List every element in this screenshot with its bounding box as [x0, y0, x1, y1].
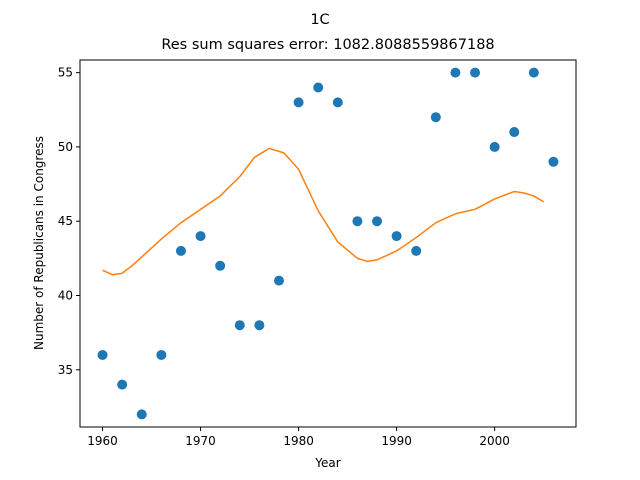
figure-title: 1C	[310, 12, 329, 28]
data-point	[136, 409, 147, 420]
y-tick-label: 45	[58, 214, 73, 228]
fit-line	[102, 147, 545, 276]
data-point	[332, 97, 343, 108]
data-point	[509, 127, 520, 138]
data-point	[430, 112, 441, 123]
data-point	[234, 320, 245, 331]
data-point	[273, 275, 284, 286]
data-point	[528, 67, 539, 78]
data-point	[391, 231, 402, 242]
data-point	[450, 67, 461, 78]
data-point	[97, 349, 108, 360]
y-tick-label: 50	[58, 140, 73, 154]
x-tick-label: 1970	[185, 434, 216, 448]
x-tick-label: 1990	[381, 434, 412, 448]
data-point	[352, 216, 363, 227]
data-point	[548, 156, 559, 167]
x-tick-label: 1980	[283, 434, 314, 448]
data-point	[156, 349, 167, 360]
x-tick-label: 1960	[87, 434, 118, 448]
data-point	[175, 245, 186, 256]
data-point	[117, 379, 128, 390]
axes-title: Res sum squares error: 1082.808855986718…	[161, 37, 494, 53]
plot-area	[97, 67, 559, 420]
data-point	[470, 67, 481, 78]
data-point	[372, 216, 383, 227]
data-point	[313, 82, 324, 93]
data-point	[411, 245, 422, 256]
y-axis-label: Number of Republicans in Congress	[32, 136, 46, 350]
axes-frame	[79, 59, 577, 428]
x-axis-label: Year	[314, 456, 340, 470]
axis-ticks: 1960 1970 1980 1990 2000 35 40 45 50 55	[58, 66, 510, 448]
data-point	[489, 141, 500, 152]
y-tick-label: 40	[58, 289, 73, 303]
data-point	[293, 97, 304, 108]
data-point	[215, 260, 226, 271]
y-tick-label: 55	[58, 66, 73, 80]
x-tick-label: 2000	[479, 434, 510, 448]
data-point	[195, 231, 206, 242]
data-point	[254, 320, 265, 331]
y-tick-label: 35	[58, 363, 73, 377]
